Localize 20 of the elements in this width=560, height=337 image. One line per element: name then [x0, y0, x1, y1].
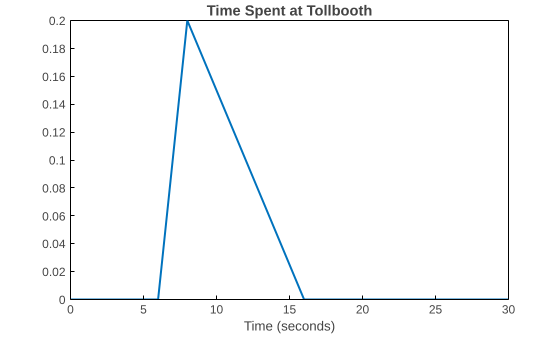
x-tick-label: 15 [282, 302, 296, 316]
x-tick-label: 5 [140, 302, 148, 316]
y-tick-label: 0 [58, 293, 66, 307]
x-axis-title: Time (seconds) [244, 318, 336, 334]
y-tick-label: 0.06 [42, 209, 66, 224]
y-tick-label: 0.16 [42, 70, 66, 84]
x-tick-label: 25 [428, 302, 442, 316]
y-tick-label: 0.08 [42, 181, 66, 196]
x-tick-label: 20 [356, 302, 370, 316]
y-tick-label: 0.2 [48, 14, 66, 28]
chart-title: Time Spent at Tollbooth [206, 4, 372, 20]
y-tick-label: 0.18 [42, 42, 66, 56]
y-tick-label: 0.12 [42, 126, 66, 140]
y-tick-label: 0.1 [48, 154, 66, 168]
x-tick-label: 0 [67, 302, 74, 316]
y-tick-label: 0.14 [42, 98, 66, 112]
y-tick-label: 0.02 [42, 265, 66, 280]
x-tick-label: 10 [210, 302, 224, 316]
x-tick-label: 30 [502, 302, 516, 316]
y-tick-label: 0.04 [42, 237, 66, 252]
